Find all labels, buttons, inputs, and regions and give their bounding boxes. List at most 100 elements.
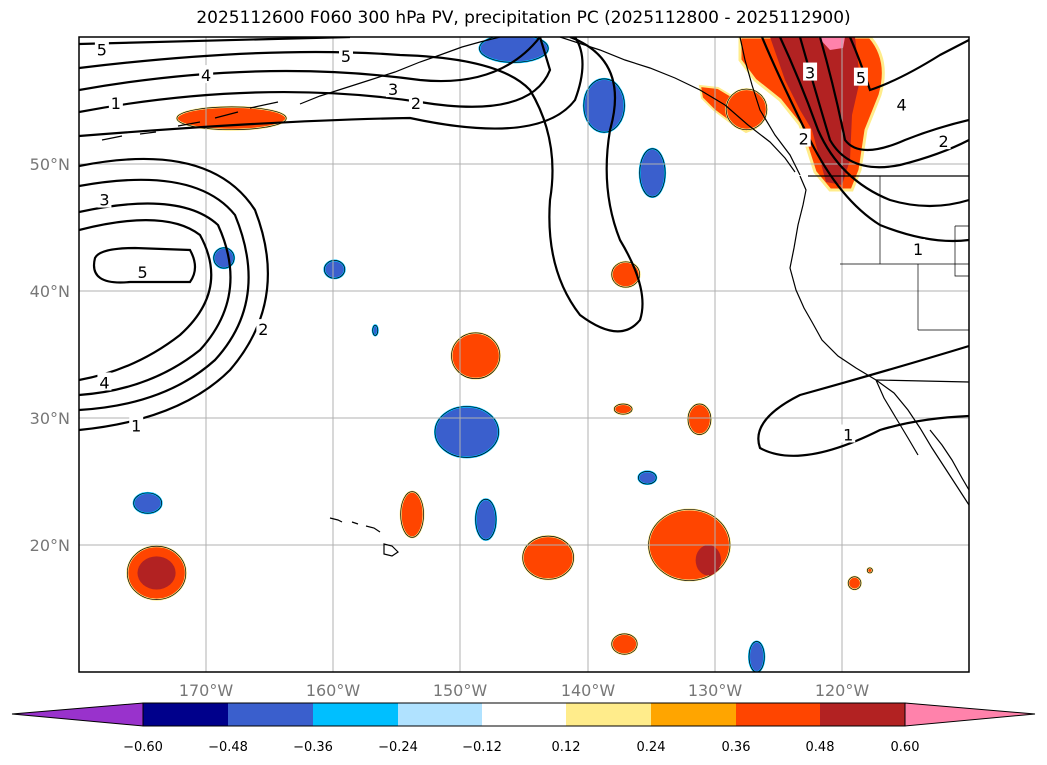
precip-outline-25: [847, 576, 862, 590]
colorbar-extend-max: [904, 702, 1036, 727]
coastlines: [101, 37, 969, 557]
colorbar-tick-6: 0.12: [552, 740, 581, 755]
colorbar-swatch-3: [313, 703, 398, 726]
precip-outline-4: [213, 247, 235, 269]
pv-label-9: 2: [258, 320, 268, 339]
precip-outline-11: [748, 641, 765, 672]
precip-outline-10: [638, 470, 657, 485]
colorbar-swatch-6: [566, 703, 651, 726]
pv-label-bg-11: [129, 415, 144, 434]
precipitation-layer: [126, 37, 885, 672]
lat-tick-40n: 40°N: [30, 282, 70, 301]
precip-outline-5: [324, 260, 346, 279]
pv-label-13: 5: [856, 69, 866, 88]
precip-outline-2: [475, 498, 497, 541]
colorbar-swatch-1: [143, 703, 228, 726]
pv-contour-north-3: [79, 37, 541, 92]
colorbar-tick-9: 0.48: [806, 740, 835, 755]
pv-contours: [79, 37, 969, 457]
pv-label-8: 5: [137, 263, 147, 282]
precip-outline-6: [372, 324, 379, 336]
colorbar-swatch-7: [651, 703, 736, 726]
pv-label-bg-3: [339, 46, 353, 65]
lon-tick-170w: 170°W: [179, 681, 234, 700]
pv-label-bg-18: [841, 424, 856, 443]
colorbar-swatch-5: [482, 703, 566, 726]
precip-outline-1: [434, 406, 499, 458]
pv-contour-west-5: [92, 246, 197, 284]
pv-label-bg-10: [97, 372, 112, 391]
coastline-baja: [875, 379, 919, 456]
pv-label-bg-14: [796, 128, 811, 147]
coastline-hawaii: [329, 517, 399, 557]
border-us-mexico: [875, 379, 969, 383]
precip-outline-20: [611, 633, 638, 655]
pv-label-bg-4: [386, 79, 401, 98]
pv-contour-west-1: [79, 157, 269, 432]
pv-label-bg-1: [94, 39, 109, 58]
precip-outline-22: [613, 403, 633, 415]
pv-label-4: 3: [388, 80, 398, 99]
pv-contour-north-4: [79, 37, 552, 114]
colorbar-extend-min: [11, 702, 144, 727]
precip-outline-3: [133, 492, 162, 514]
pv-label-bg-9: [256, 319, 271, 338]
pv-label-bg-13: [853, 67, 868, 86]
coastline-canada-west: [739, 37, 801, 176]
colorbar-tick-1: −0.60: [123, 740, 163, 755]
colorbar-tick-2: −0.48: [208, 740, 248, 755]
lat-tick-30n: 30°N: [30, 409, 70, 428]
colorbar-tick-4: −0.24: [378, 740, 418, 755]
precip-band-core: [818, 37, 845, 50]
pv-label-11: 1: [131, 417, 141, 436]
precip-area-positive-17: [695, 545, 722, 576]
pv-label-14: 2: [799, 130, 809, 149]
coastline-us-west: [789, 175, 969, 506]
colorbar-swatch-4: [398, 703, 482, 726]
lon-tick-120w: 120°W: [815, 681, 870, 700]
pv-label-bg-7: [97, 189, 112, 208]
pv-contour-pnw-4: [818, 37, 969, 151]
axis-labels: 170°W 160°W 150°W 140°W 130°W 120°W 50°N…: [30, 155, 870, 700]
precip-area-positive-19: [137, 556, 176, 590]
lat-tick-50n: 50°N: [30, 155, 70, 174]
pv-label-7: 3: [99, 191, 109, 210]
coastline-alaska: [299, 37, 501, 105]
pv-label-18: 1: [843, 426, 853, 445]
colorbar-tick-5: −0.12: [462, 740, 502, 755]
pv-label-2: 4: [201, 66, 211, 85]
precip-outline-23: [611, 261, 641, 288]
pv-label-5: 2: [411, 94, 421, 113]
pv-contour-pnw-2: [779, 37, 969, 208]
colorbar-swatch-9: [820, 703, 905, 726]
pv-label-bg-2: [199, 65, 214, 84]
map-frame: [78, 36, 970, 673]
pv-label-bg-12: [803, 62, 818, 81]
pv-contour-north-5: [79, 37, 584, 138]
lon-tick-160w: 160°W: [306, 681, 361, 700]
precip-band-inner: [770, 37, 860, 185]
state-borders: [840, 176, 969, 331]
pv-label-bg-6: [108, 93, 123, 112]
pv-label-16: 2: [938, 132, 948, 151]
precip-outline-21: [687, 403, 712, 435]
lon-tick-130w: 130°W: [688, 681, 743, 700]
colorbar-frame: [142, 702, 906, 727]
pv-contour-west-2: [79, 178, 250, 412]
precip-outline-18: [126, 545, 187, 600]
chart-title: 2025112600 F060 300 hPa PV, precipitatio…: [196, 8, 851, 28]
colorbar-tick-3: −0.36: [293, 740, 333, 755]
precip-outline-7: [583, 78, 625, 133]
pv-contour-north-2: [79, 37, 644, 333]
colorbar-tick-7: 0.24: [637, 740, 666, 755]
colorbar-tick-8: 0.36: [722, 740, 751, 755]
precip-outline-14: [400, 491, 424, 538]
coastline-aleutians: [101, 101, 279, 141]
pv-contour-north-1: [79, 37, 351, 46]
coastline-alaska-panhandle: [559, 37, 796, 173]
precip-outline-13: [451, 332, 501, 379]
pv-contour-california: [757, 344, 969, 457]
pv-label-6: 1: [111, 94, 121, 113]
